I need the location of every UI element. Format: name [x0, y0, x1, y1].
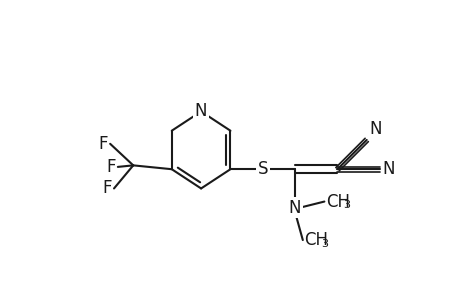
Text: 3: 3: [342, 200, 349, 210]
Text: N: N: [195, 103, 207, 121]
Text: N: N: [288, 199, 301, 217]
Text: F: F: [106, 158, 115, 176]
Text: N: N: [381, 160, 394, 178]
Text: 3: 3: [320, 239, 328, 249]
Text: F: F: [98, 135, 107, 153]
Text: CH: CH: [325, 193, 349, 211]
Text: N: N: [368, 120, 381, 138]
Text: S: S: [257, 160, 268, 178]
Text: F: F: [102, 179, 112, 197]
Text: CH: CH: [304, 231, 328, 249]
